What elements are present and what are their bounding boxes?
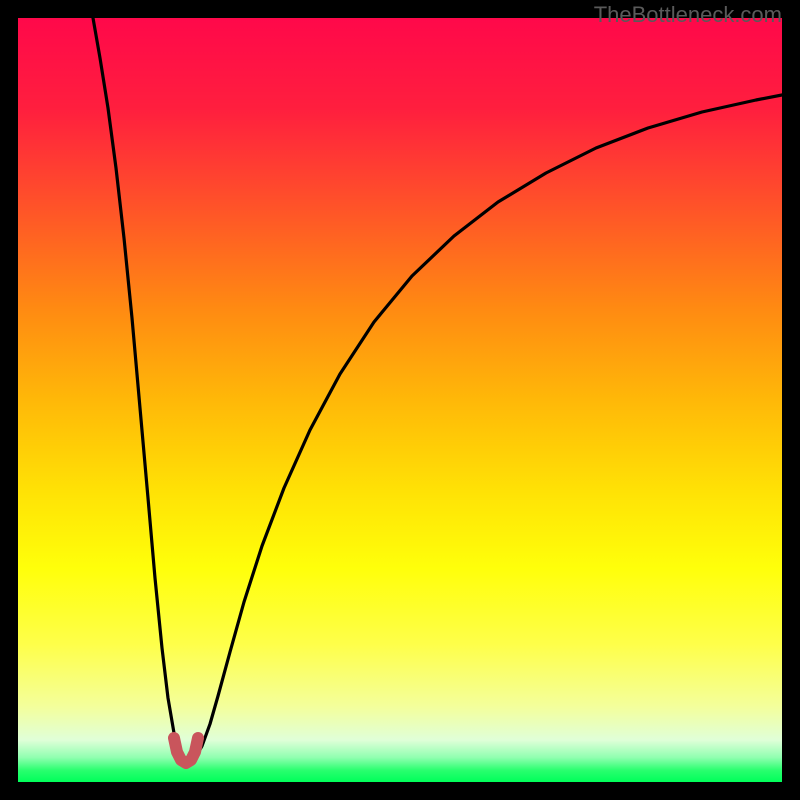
bottleneck-chart xyxy=(0,0,800,800)
gradient-background xyxy=(18,18,782,782)
chart-container: TheBottleneck.com xyxy=(0,0,800,800)
